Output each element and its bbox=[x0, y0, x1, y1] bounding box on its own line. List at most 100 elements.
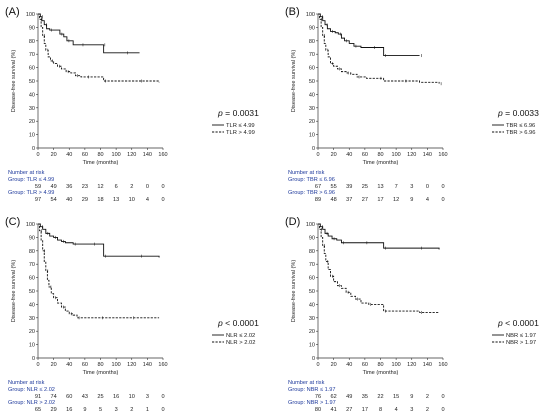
x-tick-label: 160 bbox=[158, 152, 167, 158]
x-tick-label: 60 bbox=[362, 152, 368, 158]
risk-count: 40 bbox=[66, 197, 72, 203]
risk-count: 43 bbox=[82, 394, 88, 400]
survival-curve-low bbox=[318, 13, 420, 56]
x-tick-label: 40 bbox=[66, 362, 72, 368]
y-tick-label: 10 bbox=[29, 343, 35, 349]
risk-count: 0 bbox=[161, 407, 164, 413]
y-tick-label: 60 bbox=[29, 276, 35, 282]
y-tick-label: 30 bbox=[309, 106, 315, 112]
y-tick-label: 60 bbox=[309, 276, 315, 282]
risk-count: 7 bbox=[395, 184, 398, 190]
risk-group-label: Group: TBR > 6.96 bbox=[288, 190, 335, 196]
legend-label: NLR ≤ 2.02 bbox=[226, 333, 255, 339]
y-tick-label: 100 bbox=[306, 12, 315, 18]
risk-count: 27 bbox=[362, 197, 368, 203]
x-tick-label: 120 bbox=[127, 362, 136, 368]
risk-group-label: Group: NBR > 1.97 bbox=[288, 400, 336, 406]
x-tick-label: 80 bbox=[377, 152, 383, 158]
risk-count: 29 bbox=[82, 197, 88, 203]
risk-count: 18 bbox=[97, 197, 103, 203]
risk-group-label: Group: TLR > 4.99 bbox=[8, 190, 54, 196]
y-axis-title: Disease-free survival (%) bbox=[11, 50, 17, 113]
risk-count: 13 bbox=[377, 184, 383, 190]
risk-count: 2 bbox=[426, 407, 429, 413]
risk-count: 41 bbox=[331, 407, 337, 413]
risk-count: 55 bbox=[331, 184, 337, 190]
p-value: p = 0.0033 bbox=[497, 108, 539, 118]
risk-count: 0 bbox=[146, 184, 149, 190]
risk-count: 9 bbox=[410, 394, 413, 400]
y-tick-label: 60 bbox=[309, 66, 315, 72]
x-tick-label: 60 bbox=[362, 362, 368, 368]
panel-label: (D) bbox=[285, 216, 300, 228]
y-tick-label: 50 bbox=[29, 289, 35, 295]
y-tick-label: 0 bbox=[312, 356, 315, 362]
risk-count: 27 bbox=[346, 407, 352, 413]
y-tick-label: 30 bbox=[29, 106, 35, 112]
y-tick-label: 20 bbox=[309, 329, 315, 335]
y-axis-title: Disease-free survival (%) bbox=[291, 50, 297, 113]
x-tick-label: 0 bbox=[36, 362, 39, 368]
y-tick-label: 20 bbox=[29, 329, 35, 335]
y-tick-label: 70 bbox=[29, 52, 35, 58]
y-tick-label: 40 bbox=[29, 302, 35, 308]
y-tick-label: 80 bbox=[29, 39, 35, 45]
risk-count: 76 bbox=[315, 394, 321, 400]
x-tick-label: 40 bbox=[346, 152, 352, 158]
risk-count: 4 bbox=[146, 197, 149, 203]
p-value: p < 0.0001 bbox=[497, 318, 539, 328]
risk-count: 0 bbox=[426, 184, 429, 190]
risk-count: 4 bbox=[395, 407, 398, 413]
x-tick-label: 20 bbox=[51, 152, 57, 158]
risk-count: 0 bbox=[441, 394, 444, 400]
risk-count: 2 bbox=[130, 407, 133, 413]
risk-count: 49 bbox=[346, 394, 352, 400]
risk-count: 8 bbox=[379, 407, 382, 413]
risk-count: 0 bbox=[161, 394, 164, 400]
risk-count: 0 bbox=[441, 197, 444, 203]
y-tick-label: 50 bbox=[309, 79, 315, 85]
x-tick-label: 100 bbox=[392, 152, 401, 158]
x-tick-label: 60 bbox=[82, 152, 88, 158]
y-tick-label: 70 bbox=[309, 262, 315, 268]
legend-label: NBR ≤ 1.97 bbox=[506, 333, 536, 339]
survival-curve-low bbox=[318, 223, 440, 250]
risk-count: 9 bbox=[410, 197, 413, 203]
risk-count: 29 bbox=[51, 407, 57, 413]
x-tick-label: 100 bbox=[112, 152, 121, 158]
risk-count: 9 bbox=[83, 407, 86, 413]
x-tick-label: 80 bbox=[97, 362, 103, 368]
y-tick-label: 10 bbox=[29, 133, 35, 139]
y-tick-label: 0 bbox=[312, 146, 315, 152]
y-tick-label: 0 bbox=[32, 356, 35, 362]
x-tick-label: 120 bbox=[407, 362, 416, 368]
y-tick-label: 30 bbox=[29, 316, 35, 322]
x-tick-label: 160 bbox=[438, 362, 447, 368]
risk-count: 0 bbox=[441, 407, 444, 413]
risk-table-header: Number at risk bbox=[8, 380, 45, 386]
x-tick-label: 20 bbox=[331, 362, 337, 368]
risk-count: 3 bbox=[410, 184, 413, 190]
risk-group-label: Group: NLR > 2.02 bbox=[8, 400, 55, 406]
risk-count: 36 bbox=[66, 184, 72, 190]
risk-count: 35 bbox=[362, 394, 368, 400]
risk-group-label: Group: TLR ≤ 4.99 bbox=[8, 177, 54, 183]
risk-count: 0 bbox=[161, 197, 164, 203]
y-tick-label: 40 bbox=[29, 92, 35, 98]
risk-count: 23 bbox=[82, 184, 88, 190]
risk-count: 22 bbox=[377, 394, 383, 400]
y-tick-label: 50 bbox=[29, 79, 35, 85]
x-tick-label: 80 bbox=[97, 152, 103, 158]
risk-count: 2 bbox=[426, 394, 429, 400]
y-tick-label: 30 bbox=[309, 316, 315, 322]
panel-label: (B) bbox=[285, 6, 300, 18]
survival-curve-high bbox=[318, 13, 440, 84]
risk-count: 0 bbox=[161, 184, 164, 190]
risk-count: 37 bbox=[346, 197, 352, 203]
y-tick-label: 80 bbox=[309, 249, 315, 255]
legend-label: TBR ≤ 6.96 bbox=[506, 123, 535, 129]
risk-count: 5 bbox=[99, 407, 102, 413]
risk-count: 62 bbox=[331, 394, 337, 400]
